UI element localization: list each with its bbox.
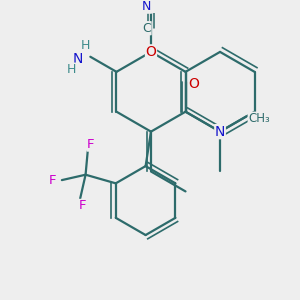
Text: O: O [189, 77, 200, 91]
Text: H: H [66, 63, 76, 76]
Text: F: F [87, 138, 95, 151]
Text: O: O [146, 45, 156, 59]
Text: F: F [79, 200, 86, 212]
Text: N: N [72, 52, 82, 66]
Text: C: C [142, 22, 151, 35]
Text: H: H [80, 40, 90, 52]
Text: N: N [142, 0, 152, 13]
Text: CH₃: CH₃ [248, 112, 270, 125]
Text: N: N [215, 124, 225, 139]
Text: F: F [48, 174, 56, 187]
